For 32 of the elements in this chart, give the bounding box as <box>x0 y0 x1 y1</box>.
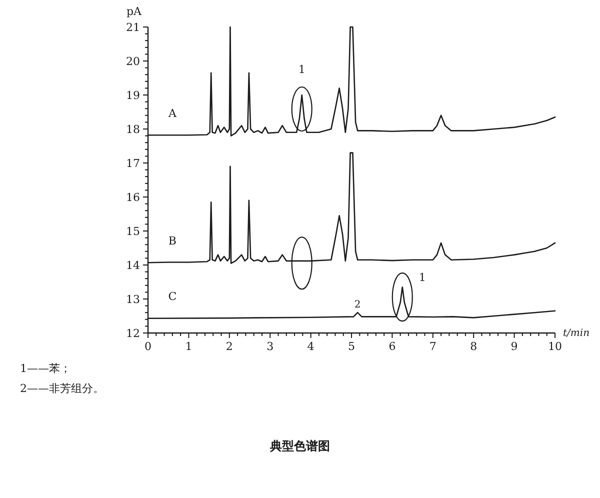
x-tick-label: 9 <box>510 340 518 353</box>
annotation: 2 <box>354 300 361 311</box>
y-tick-label: 14 <box>126 259 140 272</box>
y-tick-label: 17 <box>126 157 140 170</box>
series-label: A <box>167 106 178 120</box>
text: 1——苯； <box>20 362 71 375</box>
y-tick-label: 12 <box>126 327 140 340</box>
x-axis-title: t/min <box>563 328 590 339</box>
series-label: B <box>168 234 176 248</box>
x-tick-label: 8 <box>470 340 478 353</box>
x-tick-label: 0 <box>144 340 152 353</box>
x-tick-label: 2 <box>226 340 233 353</box>
y-tick-label: 21 <box>126 21 140 34</box>
annotation: 1 <box>298 63 306 76</box>
y-tick-label: 20 <box>126 55 140 68</box>
x-tick-label: 1 <box>185 340 192 353</box>
x-tick-label: 6 <box>388 340 396 353</box>
y-tick-label: 15 <box>126 225 140 238</box>
y-axis-title: pA <box>126 5 143 18</box>
x-tick-label: 4 <box>307 340 314 353</box>
annotation: 1 <box>418 271 426 284</box>
x-tick-label: 10 <box>548 340 562 353</box>
y-tick-label: 19 <box>126 89 140 102</box>
series-label: C <box>168 290 177 304</box>
text: 典型色谱图 <box>269 439 330 453</box>
x-tick-label: 5 <box>348 340 355 353</box>
x-tick-label: 7 <box>429 340 436 353</box>
y-tick-label: 13 <box>126 293 140 306</box>
y-tick-label: 16 <box>126 191 140 204</box>
x-tick-label: 3 <box>266 340 274 353</box>
y-tick-label: 18 <box>126 123 140 136</box>
text: 2——非芳组分。 <box>20 382 104 395</box>
